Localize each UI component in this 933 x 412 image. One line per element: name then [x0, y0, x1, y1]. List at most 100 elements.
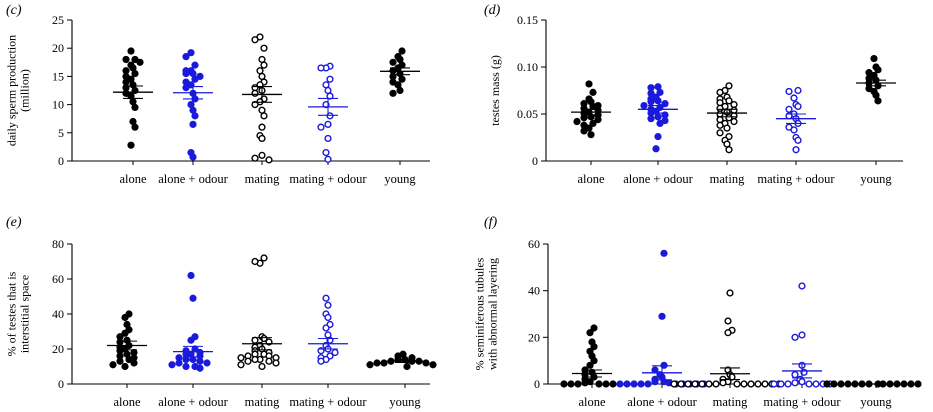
data-point — [725, 146, 733, 154]
data-point — [187, 100, 195, 109]
data-point — [602, 380, 610, 388]
data-point — [907, 380, 915, 388]
data-point — [647, 115, 655, 123]
data-point — [589, 88, 597, 96]
data-point — [317, 123, 325, 131]
data-point — [798, 331, 806, 339]
panel-label: (e) — [6, 215, 22, 230]
data-point — [394, 81, 402, 89]
data-point — [716, 104, 724, 112]
panel-c: (c) 0 5 10 15 20 25 daily sperm production (mill… — [0, 0, 466, 200]
data-point — [373, 359, 381, 367]
data-point — [609, 380, 617, 388]
y-tick-label: 40 — [528, 284, 540, 298]
data-point — [823, 380, 831, 388]
data-point — [723, 124, 731, 132]
category-label: alone — [578, 395, 606, 409]
data-point — [805, 380, 813, 388]
data-point — [324, 86, 332, 95]
data-point — [784, 380, 792, 388]
data-point — [131, 103, 139, 112]
data-point — [590, 324, 598, 332]
y-tick-label: 40 — [52, 307, 64, 321]
data-point — [326, 75, 334, 83]
data-point — [131, 123, 139, 131]
data-point — [182, 69, 190, 78]
y-tick-label: 0 — [58, 154, 64, 168]
y-axis-label: % of testes that is — [5, 271, 19, 356]
data-point — [716, 121, 724, 129]
data-point — [244, 357, 252, 365]
data-point — [792, 146, 800, 154]
data-point — [122, 67, 130, 75]
data-point — [136, 58, 144, 66]
data-point — [586, 361, 594, 369]
data-point — [116, 357, 124, 365]
data-point — [794, 136, 802, 144]
data-point — [258, 362, 266, 371]
data-point — [130, 359, 138, 367]
data-point — [761, 380, 769, 388]
y-tick-label: 0.05 — [517, 107, 538, 121]
data-point — [260, 254, 268, 262]
data-point — [260, 112, 268, 120]
data-point — [723, 140, 731, 148]
data-point — [647, 84, 655, 92]
data-point — [677, 380, 685, 388]
data-point — [660, 249, 668, 257]
category-label: young — [389, 395, 421, 409]
data-point — [716, 88, 724, 96]
data-point — [791, 371, 799, 379]
data-point — [122, 55, 130, 64]
data-point — [573, 117, 581, 126]
panel-f: (f) 0 20 40 60 % seminiferous tubules with abn… — [466, 206, 933, 412]
data-point — [398, 47, 406, 55]
category-label: alone + odour — [158, 172, 228, 186]
data-point — [260, 334, 268, 343]
category-label: mating — [710, 172, 745, 186]
data-point — [331, 348, 339, 357]
data-point — [251, 36, 259, 44]
data-point — [317, 357, 325, 365]
data-point — [260, 44, 268, 52]
data-point — [182, 84, 190, 92]
data-point — [258, 106, 266, 114]
data-point — [595, 380, 603, 388]
data-point — [317, 64, 325, 72]
data-point — [258, 55, 266, 64]
data-point — [730, 106, 738, 114]
data-point — [189, 153, 197, 161]
data-point — [647, 98, 655, 106]
data-point — [187, 336, 195, 344]
data-point — [785, 105, 793, 113]
data-point — [670, 380, 678, 388]
data-point — [874, 66, 882, 74]
data-point — [322, 294, 330, 302]
data-point — [366, 361, 374, 369]
data-point — [656, 88, 664, 96]
data-point — [182, 362, 190, 371]
data-point — [830, 380, 838, 388]
y-tick-label: 0 — [58, 377, 64, 391]
panel-label: (c) — [6, 3, 22, 18]
data-point — [872, 91, 880, 99]
category-label: young — [384, 172, 416, 186]
data-point — [747, 380, 755, 388]
data-point — [658, 312, 666, 320]
data-point — [724, 329, 732, 337]
data-point — [726, 289, 734, 297]
data-point — [324, 134, 332, 143]
data-point — [587, 131, 595, 139]
data-point — [656, 119, 664, 128]
data-point — [589, 119, 597, 128]
data-point — [733, 380, 741, 388]
data-point — [640, 101, 648, 110]
y-tick-label: 0.15 — [517, 13, 538, 27]
data-point — [730, 100, 738, 109]
data-point — [389, 89, 397, 97]
data-point — [187, 49, 195, 57]
data-point — [798, 378, 806, 386]
chart-panel-c: (c) 0 5 10 15 20 25 daily sperm production (mill… — [5, 3, 430, 186]
data-point — [237, 354, 245, 362]
category-label: alone — [113, 395, 141, 409]
